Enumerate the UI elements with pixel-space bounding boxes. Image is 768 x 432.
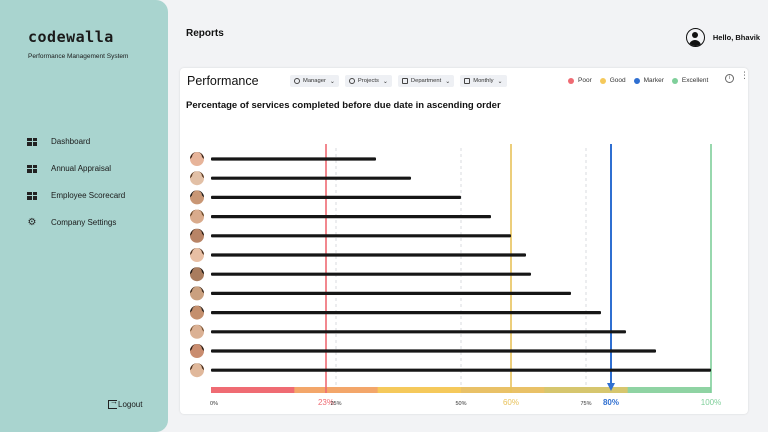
sidebar-item-company-settings[interactable]: ⚙ Company Settings — [26, 209, 166, 236]
chart-subtitle: Percentage of services completed before … — [186, 100, 501, 111]
employee-avatar — [190, 228, 204, 243]
legend-poor: Poor — [568, 77, 592, 84]
page-title: Reports — [186, 28, 224, 39]
performance-bar — [211, 311, 601, 315]
scale-band-segment — [544, 387, 629, 393]
gear-icon: ⚙ — [27, 216, 37, 228]
scale-band-segment — [627, 387, 712, 393]
filter-bar: Manager ⌄ Projects ⌄ Department ⌄ Monthl… — [290, 75, 513, 87]
app-tagline: Performance Management System — [28, 53, 129, 60]
performance-bar — [211, 272, 531, 276]
sidebar: codewalla Performance Management System … — [0, 0, 168, 432]
employee-avatar — [190, 286, 204, 301]
dashboard-icon — [26, 136, 38, 148]
link-icon — [348, 78, 355, 84]
sidebar-item-annual-appraisal[interactable]: Annual Appraisal — [26, 155, 166, 182]
sidebar-item-dashboard[interactable]: Dashboard — [26, 128, 166, 155]
user-menu[interactable]: Hello, Bhavik — [685, 28, 760, 47]
tick-label: 50% — [455, 401, 466, 407]
chevron-down-icon: ⌄ — [497, 78, 503, 85]
employee-avatar — [190, 248, 204, 262]
performance-bar — [211, 330, 626, 334]
sidebar-item-label: Company Settings — [51, 218, 117, 227]
legend-marker: Marker — [633, 77, 664, 84]
legend-dot — [599, 77, 606, 84]
employee-avatar — [190, 305, 204, 320]
threshold-label: 60% — [503, 398, 519, 407]
briefcase-icon — [401, 78, 408, 84]
legend-label: Good — [609, 77, 626, 84]
legend-label: Excellent — [681, 77, 709, 84]
logout-label: Logout — [118, 400, 143, 409]
info-icon[interactable]: i — [725, 74, 734, 83]
logout-icon — [108, 397, 118, 409]
sidebar-item-label: Employee Scorecard — [51, 191, 126, 200]
employee-avatar — [190, 267, 204, 282]
scale-band-segment — [211, 387, 295, 393]
chart-legend: Poor Good Marker Excellent — [568, 77, 716, 84]
tick-label: 25% — [330, 401, 341, 407]
performance-bar — [211, 291, 571, 295]
manager-filter[interactable]: Manager ⌄ — [290, 75, 339, 87]
filter-label: Monthly — [473, 78, 494, 84]
scale-band-segment — [294, 387, 379, 393]
performance-card: Performance Manager ⌄ Projects ⌄ Departm… — [180, 68, 749, 414]
legend-label: Poor — [578, 77, 592, 84]
tick-label: 75% — [580, 401, 591, 407]
threshold-label: 80% — [603, 398, 619, 407]
employee-avatar — [190, 190, 204, 205]
department-filter[interactable]: Department ⌄ — [397, 75, 455, 87]
chevron-down-icon: ⌄ — [445, 78, 451, 85]
chevron-down-icon: ⌄ — [382, 78, 388, 85]
legend-dot — [633, 77, 640, 84]
sidebar-item-label: Annual Appraisal — [51, 164, 112, 173]
scale-band-segment — [377, 387, 462, 393]
app-logo: codewalla — [28, 28, 114, 46]
employee-avatar — [190, 209, 204, 224]
scale-band-segment — [461, 387, 545, 393]
monthly-filter[interactable]: Monthly ⌄ — [460, 75, 507, 87]
employee-avatar — [190, 171, 204, 186]
legend-good: Good — [599, 77, 626, 84]
performance-bar — [211, 176, 411, 180]
performance-bar — [211, 157, 376, 161]
filter-label: Projects — [357, 78, 379, 84]
sidebar-item-employee-scorecard[interactable]: Employee Scorecard — [26, 182, 166, 209]
person-icon — [294, 78, 300, 84]
logout-button[interactable]: Logout — [108, 397, 143, 409]
filter-label: Manager — [303, 78, 326, 84]
legend-label: Marker — [643, 77, 664, 84]
marker-arrow — [607, 383, 615, 391]
performance-bar — [211, 368, 711, 372]
user-avatar-icon[interactable] — [685, 28, 705, 47]
employee-avatar — [190, 324, 204, 339]
employee-avatar — [190, 363, 204, 378]
performance-bar — [211, 253, 526, 257]
performance-bar — [211, 349, 656, 353]
performance-bar — [211, 215, 491, 219]
card-title: Performance — [187, 74, 259, 88]
employee-avatar — [190, 152, 204, 166]
appraisal-icon — [26, 163, 38, 175]
threshold-label: 23% — [318, 398, 334, 407]
employee-avatar — [190, 344, 204, 358]
filter-label: Department — [410, 78, 442, 84]
legend-dot — [671, 77, 678, 84]
bar-chart: 23% 60% 80% 100% 0% 25% 50% 75% — [190, 144, 721, 407]
calendar-icon — [464, 78, 471, 84]
sidebar-item-label: Dashboard — [51, 137, 91, 146]
chevron-down-icon: ⌄ — [329, 78, 335, 85]
performance-bar — [211, 195, 461, 199]
performance-bar — [211, 234, 511, 238]
scorecard-icon — [26, 190, 38, 202]
legend-excellent: Excellent — [671, 77, 709, 84]
threshold-label: 100% — [701, 398, 721, 407]
more-options-icon[interactable]: ⋮ — [740, 70, 749, 80]
tick-label: 0% — [210, 401, 218, 407]
legend-dot — [568, 77, 574, 84]
projects-filter[interactable]: Projects ⌄ — [344, 75, 392, 87]
user-greeting: Hello, Bhavik — [712, 33, 760, 42]
sidebar-nav: Dashboard Annual Appraisal Employee Scor… — [26, 128, 166, 236]
